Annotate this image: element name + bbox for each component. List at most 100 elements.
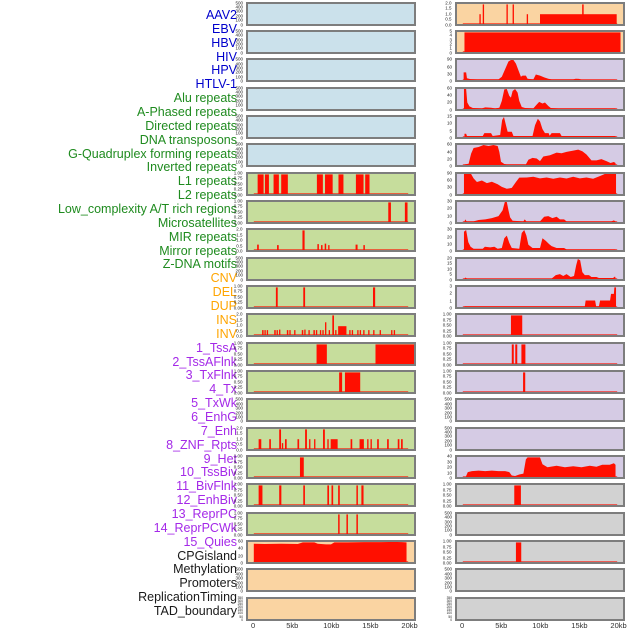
y-tick-label: 3 [449,37,452,43]
y-tick-label: 0.50 [234,181,243,187]
y-tick-label: 0.0 [236,333,243,339]
y-tick-label: 150 [237,608,243,613]
y-tick-label: 0 [449,475,452,481]
y-tick-label: 0.75 [234,373,243,379]
y-ticks-alu-repeats: 1.00 0.75 0.50 0.25 0.00 [214,170,244,197]
y-tick-label: 0.0 [236,248,243,254]
y-tick-label: 0 [449,248,452,254]
y-tick-label: 100 [235,102,243,108]
track-label-tad-boundary: TAD_boundary [153,603,237,618]
track-signal-l1-repeats [253,344,414,364]
y-tick-label: 0.75 [443,317,452,323]
y-tick-label: 1.00 [234,198,243,204]
y-tick-label: 400 [235,117,243,123]
y-tick-label: 0 [240,277,243,283]
y-tick-label: 200 [444,523,452,529]
y-tick-label: 2.0 [236,226,243,232]
y-tick-label: 0.25 [234,186,243,192]
track-label-7-enh: 7_Enh [200,423,237,438]
y-tick-label: 0.25 [234,299,243,305]
y-tick-label: 300 [444,575,452,581]
y-ticks-low-complexity-a-t-rich-regions: 500 400 300 200 100 0 [214,397,244,424]
y-tick-label: 1.00 [443,481,452,487]
y-tick-label: 100 [235,45,243,51]
track-panel-directed-repeats [246,228,416,253]
y-tick-label: 2.0 [236,425,243,431]
y-tick-label: 400 [444,429,452,435]
y-tick-label: 0.50 [234,464,243,470]
y-tick-label: 0 [240,22,243,27]
y-tick-label: 300 [235,405,243,411]
track-label-11-bivflnk: 11_BivFlnk [176,479,237,494]
track-signal-4-tx [462,145,618,166]
y-tick-label: 100 [237,611,243,616]
track-panel-z-dna-motifs [246,511,416,536]
y-tick-label: 0.00 [443,362,452,368]
track-panel-inv [455,29,625,54]
track-label-replicationtiming: ReplicationTiming [138,590,237,605]
y-ticks-8-znf-rpts: 20 15 10 5 0 [423,255,453,282]
track-label-dup: DUP [210,299,237,314]
track-panel-methylation [455,511,625,536]
y-tick-label: 2.0 [236,311,243,317]
y-tick-label: 60 [237,538,243,544]
track-label-mir-repeats: MIR repeats [168,229,237,244]
track-panel-replicationtiming [455,568,625,593]
y-tick-label: 300 [235,263,243,269]
track-label-hpv: HPV [211,63,237,78]
y-tick-label: 5 [449,271,452,277]
y-tick-label: 0.5 [236,243,243,249]
y-tick-label: 200 [444,410,452,416]
y-tick-label: 1.00 [234,510,243,516]
y-tick-label: 500 [235,141,243,147]
y-tick-label: 300 [444,433,452,439]
track-label-12-enhbiv: 12_EnhBiv [176,493,237,508]
y-tick-label: 0 [240,135,243,141]
y-tick-label: 1 [449,45,452,51]
track-label-cnv: CNV [210,271,237,286]
track-panel-8-znf-rpts [455,256,625,281]
y-tick-label: 0 [240,163,243,169]
y-tick-label: 0 [449,50,452,56]
y-tick-label: 0.0 [445,22,452,27]
y-tick-label: 40 [446,92,452,98]
y-tick-label: 300 [235,150,243,156]
y-tick-label: 0.75 [234,288,243,294]
track-signal-1-tssa [462,60,618,81]
y-ticks-ebv: 500 400 300 200 100 0 [214,29,244,56]
y-tick-label: 400 [235,61,243,67]
y-ticks-dna-transposons: 500 400 300 200 100 0 [214,255,244,283]
y-tick-label: 0 [240,588,243,594]
y-ticks-14-reprpcwk: 500 400 300 200 100 0 [423,425,453,452]
track-label-g-quadruplex-forming-repeats: G-Quadruplex forming repeats [68,146,237,161]
y-tick-label: 1.00 [234,340,243,346]
y-tick-label: 1.00 [443,311,452,317]
y-tick-label: 1.00 [234,283,243,289]
y-tick-label: 200 [235,41,243,47]
x-tick-label: 0 [460,621,465,630]
y-ticks-11-bivflnk: 1.00 0.75 0.50 0.25 0.00 [423,340,453,368]
y-ticks-htlv-1: 500 400 300 200 100 0 [214,141,244,169]
track-panel-3-txflnk [455,114,625,139]
y-tick-label: 400 [444,514,452,520]
y-ticks-directed-repeats: 2.0 1.5 1.0 0.5 0.0 [214,226,244,254]
y-tick-label: 100 [235,584,243,590]
y-tick-label: 0 [241,617,243,622]
y-tick-label: 10 [446,241,452,247]
y-tick-label: 40 [446,453,452,459]
y-tick-label: 250 [237,602,243,606]
y-tick-label: 0 [240,107,243,113]
y-tick-label: 200 [235,69,243,75]
y-tick-label: 30 [446,184,452,190]
y-tick-label: 2.0 [445,0,452,5]
y-tick-label: 100 [446,611,452,616]
track-label-15-quies: 15_Quies [183,534,237,549]
track-label-10-tssbiv: 10_TssBiv [180,465,237,480]
track-label-cpgisland: CPGisland [177,548,237,563]
y-tick-label: 0.50 [234,379,243,385]
y-tick-label: 20 [446,99,452,105]
track-label-inv: INV [216,326,237,341]
y-tick-label: 200 [444,580,452,586]
y-tick-label: 0.00 [234,532,243,538]
